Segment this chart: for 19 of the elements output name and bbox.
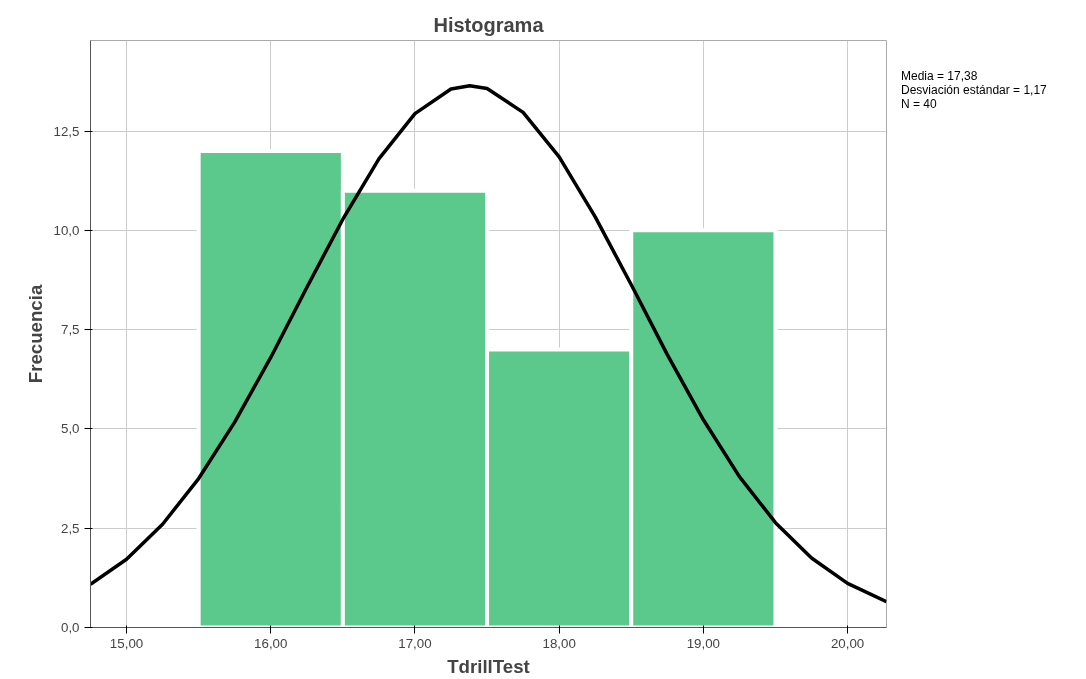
- x-tick-label: 17,00: [398, 635, 432, 651]
- text: Media = 17,38: [901, 69, 978, 83]
- x-tick-label: 18,00: [542, 635, 576, 651]
- x-tick-label: 15,00: [109, 635, 144, 651]
- x-tick-label: 16,00: [254, 635, 288, 651]
- y-tick-label: 7,5: [60, 322, 80, 338]
- chart-title: Histograma: [433, 13, 545, 36]
- line-series: [90, 84, 887, 604]
- x-tick-label: 20,00: [830, 635, 865, 651]
- y-axis-title: Frecuencia: [24, 284, 46, 384]
- text: N = 40: [901, 96, 937, 111]
- x-tick-label: 19,00: [686, 635, 721, 651]
- text: Desviación estándar = 1,17: [901, 82, 1047, 97]
- y-tick-label: 5,0: [60, 421, 80, 437]
- y-tick-label: 10,0: [53, 222, 80, 238]
- y-tick-label: 12,5: [53, 123, 80, 139]
- x-axis-title: TdrillTest: [447, 655, 530, 677]
- y-tick-label: 2,5: [60, 520, 80, 536]
- y-tick-label: 0,0: [60, 620, 80, 635]
